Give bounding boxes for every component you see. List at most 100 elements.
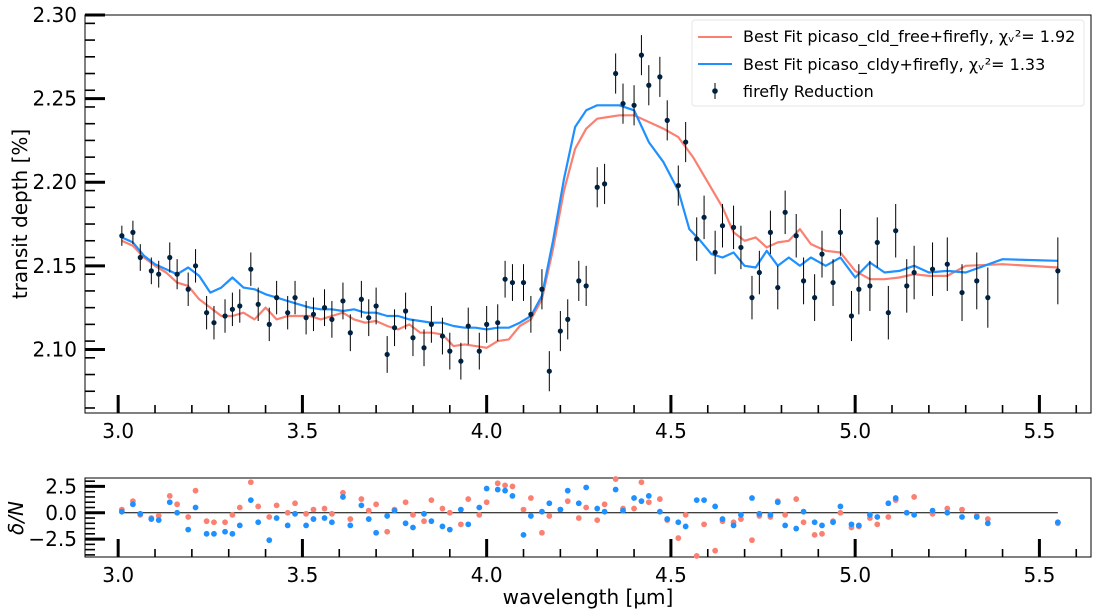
residual-point-cldy (638, 498, 645, 505)
data-marker (476, 348, 482, 354)
data-marker (793, 233, 799, 239)
residual-point-cld-free (564, 498, 571, 505)
data-marker (137, 254, 143, 261)
residual-point-cld-free (800, 519, 807, 526)
data-marker (959, 289, 965, 296)
residual-point-cld-free (811, 531, 818, 538)
residual-point-cldy (730, 522, 737, 529)
data-marker (812, 295, 818, 301)
data-point (911, 245, 917, 300)
data-point (266, 307, 272, 342)
data-marker (255, 301, 261, 307)
resid-y-tick-label: 2.5 (45, 474, 77, 498)
residual-point-cldy (222, 528, 228, 535)
residual-point-cldy (174, 509, 181, 516)
legend-frame (691, 19, 1085, 107)
data-point (321, 289, 328, 327)
data-marker (730, 224, 737, 230)
data-marker (576, 278, 582, 284)
residual-point-cldy (774, 499, 781, 506)
data-point (767, 210, 774, 255)
residual-point-cldy (410, 524, 416, 531)
main-x-tick-label: 4.5 (655, 419, 687, 443)
residual-point-cldy (675, 519, 682, 526)
data-marker (229, 306, 235, 312)
data-point (502, 260, 508, 298)
residual-point-cld-free (465, 496, 472, 502)
data-marker (546, 368, 552, 374)
residual-point-cldy (137, 510, 144, 517)
data-marker (465, 323, 471, 329)
residual-point-cldy (903, 509, 910, 516)
residual-point-cld-free (373, 501, 380, 508)
resid-x-tick-label: 5.5 (1024, 563, 1056, 587)
data-marker (664, 117, 670, 123)
residual-point-cld-free (520, 506, 527, 513)
residual-point-cldy (612, 486, 619, 493)
main-y-tick-label: 2.25 (32, 87, 77, 111)
residual-point-cld-free (347, 516, 354, 522)
residual-plot-series (118, 476, 1061, 559)
residual-point-cldy (421, 510, 427, 517)
residual-point-cld-free (612, 476, 619, 482)
data-point (340, 282, 346, 320)
data-marker (837, 229, 844, 235)
data-point (893, 203, 899, 258)
resid-y-tick-label: 0.0 (45, 501, 77, 525)
data-point (528, 295, 534, 333)
residual-point-cld-free (885, 514, 892, 520)
data-marker (285, 310, 291, 316)
residual-point-cldy (155, 517, 162, 524)
data-marker (528, 311, 534, 317)
residual-point-cld-free (222, 519, 228, 526)
residual-point-cldy (185, 526, 192, 533)
residual-point-cldy (693, 497, 700, 504)
data-marker (712, 249, 718, 256)
residual-point-cldy (303, 522, 309, 529)
residual-point-cldy (321, 515, 328, 521)
data-marker (1055, 268, 1061, 274)
data-marker (856, 286, 862, 292)
data-point (775, 265, 781, 310)
data-marker (620, 101, 626, 107)
residual-point-cld-free (749, 537, 755, 544)
data-point (712, 230, 718, 275)
data-marker (447, 348, 453, 354)
data-point (156, 260, 162, 288)
residual-point-cldy (557, 506, 564, 513)
residual-point-cldy (837, 503, 844, 510)
data-marker (274, 295, 280, 301)
residual-point-cldy (292, 510, 298, 517)
residual-point-cldy (520, 531, 527, 538)
residual-point-cldy (166, 499, 173, 506)
data-marker (174, 271, 180, 277)
residual-point-cldy (358, 502, 365, 509)
residual-point-cld-free (192, 487, 199, 494)
data-marker (601, 181, 608, 187)
residual-point-cldy (247, 497, 254, 504)
residual-point-cldy (509, 493, 516, 499)
data-marker (292, 295, 298, 301)
residual-point-cldy (148, 516, 155, 522)
residual-point-cld-free (631, 505, 637, 512)
residual-point-cld-free (583, 504, 590, 511)
data-point (904, 259, 910, 313)
main-x-tick-label: 5.0 (839, 419, 871, 443)
series-line-cldy (121, 104, 1058, 331)
residual-point-cld-free (819, 530, 825, 537)
residual-point-cld-free (738, 516, 744, 522)
residual-plot-frame (84, 477, 1092, 558)
data-point (119, 225, 125, 246)
data-marker (303, 315, 309, 321)
data-point (546, 351, 552, 392)
residual-point-cldy (575, 500, 582, 507)
data-marker (539, 286, 545, 292)
data-point (476, 332, 482, 370)
legend-label-data: firefly Reduction (743, 82, 874, 101)
residual-point-cldy (273, 515, 280, 521)
data-point (509, 264, 516, 301)
data-point (657, 56, 663, 97)
residual-point-cldy (738, 511, 744, 518)
data-point (167, 242, 173, 273)
residual-point-cldy (192, 504, 199, 511)
